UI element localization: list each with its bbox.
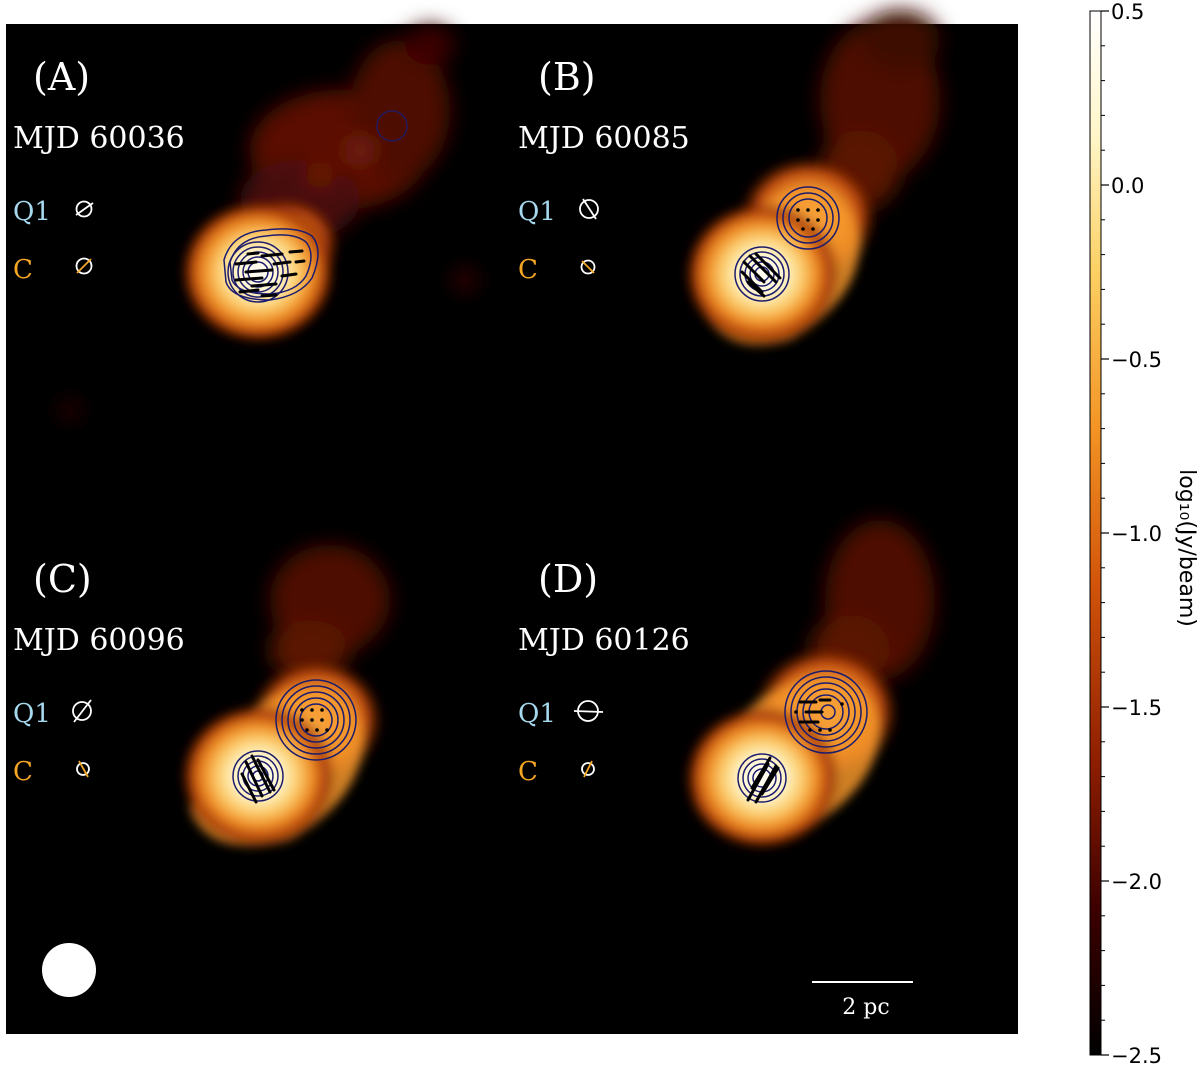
c-marker-icon (580, 259, 596, 275)
colorbar-gradient (1089, 10, 1102, 1056)
panel-letter: (C) (33, 557, 92, 601)
diffuse-emission (58, 25, 479, 420)
mjd-label: MJD 60096 (13, 623, 185, 658)
q1-label: Q1 (13, 699, 51, 729)
q1-marker-icon (75, 200, 94, 218)
polarization-dots (794, 702, 844, 732)
colorbar: 0.5 0.0 −0.5 −1.0 −1.5 −2.0 −2.5 log₁₀(J… (1089, 0, 1199, 1066)
panel-c: (C) MJD 60096 Q1 C (13, 545, 390, 997)
c-label: C (13, 255, 33, 285)
polarization-dots (796, 208, 820, 231)
colorbar-tick-label: −2.5 (1111, 1044, 1162, 1066)
q1-marker-icon (573, 700, 604, 722)
colorbar-tick-label: 0.0 (1111, 174, 1144, 198)
panel-a: (A) MJD 60036 Q1 C (13, 25, 479, 420)
panel-letter: (B) (538, 55, 596, 99)
panel-letter: (D) (538, 557, 598, 601)
polarization-vectors (234, 249, 306, 298)
c-label: C (13, 757, 33, 787)
panel-letter: (A) (33, 55, 90, 99)
mjd-label: MJD 60036 (13, 121, 185, 156)
mjd-label: MJD 60126 (518, 623, 690, 658)
panel-b: (B) MJD 60085 Q1 C (518, 10, 940, 346)
scale-bar-label: 2 pc (842, 995, 889, 1020)
scale-bar: 2 pc (812, 981, 913, 1020)
q1-marker-icon (72, 699, 92, 723)
c-label: C (518, 757, 538, 787)
c-marker-icon (581, 760, 595, 778)
colorbar-tick-label: −2.0 (1111, 870, 1162, 894)
polarization-vectors (240, 754, 276, 804)
colorbar-tick-label: −1.0 (1111, 522, 1162, 546)
c-marker-icon (76, 760, 90, 778)
colorbar-major-ticks (1101, 10, 1109, 1056)
colorbar-minor-ticks (1101, 45, 1105, 1021)
colorbar-tick-label: −1.5 (1111, 696, 1162, 720)
jet-blob (684, 646, 900, 850)
panel-d: (D) MJD 60126 Q1 C (518, 520, 935, 850)
c-label: C (518, 255, 538, 285)
colorbar-tick-label: 0.5 (1111, 0, 1144, 24)
diffuse-emission (820, 10, 940, 210)
c-marker-icon (75, 257, 93, 275)
polarization-vectors (740, 252, 782, 298)
q1-label: Q1 (518, 699, 556, 729)
contours (223, 110, 408, 303)
mjd-label: MJD 60085 (518, 121, 690, 156)
beam-shape-icon (42, 943, 96, 997)
polarization-vectors (746, 698, 832, 804)
q1-label: Q1 (518, 197, 556, 227)
polarization-dots (300, 708, 329, 732)
colorbar-tick-label: −0.5 (1111, 348, 1162, 372)
q1-label: Q1 (13, 197, 51, 227)
q1-marker-icon (579, 198, 599, 220)
colorbar-label: log₁₀(Jy/beam) (1174, 469, 1199, 627)
